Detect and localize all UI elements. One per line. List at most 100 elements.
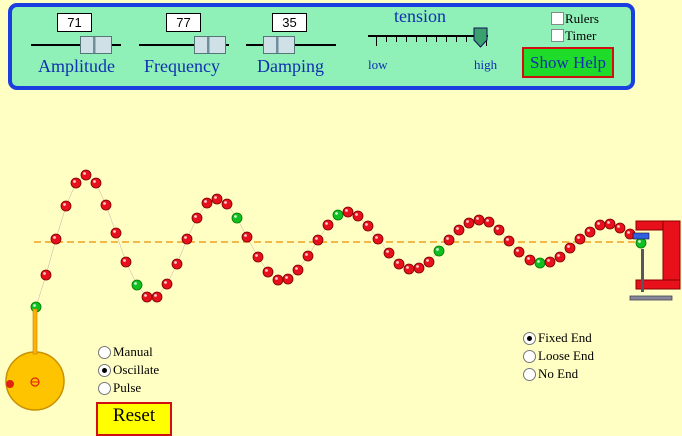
tension-tick	[396, 37, 397, 42]
string-bead[interactable]	[574, 233, 586, 245]
wave-canvas	[5, 169, 681, 411]
string-bead[interactable]	[50, 233, 62, 245]
string-bead[interactable]	[564, 242, 576, 254]
string-bead[interactable]	[241, 231, 253, 243]
string-bead[interactable]	[302, 250, 314, 262]
string-bead[interactable]	[383, 247, 395, 259]
string-bead[interactable]	[513, 246, 525, 258]
bead-highlight	[194, 215, 197, 218]
string-bead[interactable]	[544, 256, 556, 268]
bead-highlight	[375, 236, 378, 239]
amplitude-label: Amplitude	[38, 56, 115, 76]
amplitude-value[interactable]: 71	[57, 13, 92, 32]
rulers-checkbox[interactable]	[551, 12, 564, 25]
string-bead[interactable]	[423, 256, 435, 268]
string-bead[interactable]	[282, 273, 294, 285]
string-bead[interactable]	[352, 210, 364, 222]
string-bead[interactable]	[252, 251, 264, 263]
string-bead[interactable]	[272, 274, 284, 286]
string-bead-marker[interactable]	[231, 212, 243, 224]
string-bead[interactable]	[594, 219, 606, 231]
string-bead[interactable]	[191, 212, 203, 224]
string-bead[interactable]	[403, 263, 415, 275]
pulse-radio[interactable]	[98, 382, 111, 395]
string-bead[interactable]	[362, 220, 374, 232]
string-bead[interactable]	[453, 224, 465, 236]
string-bead[interactable]	[80, 169, 92, 181]
string-bead[interactable]	[322, 219, 334, 231]
string-bead-marker[interactable]	[534, 257, 546, 269]
bead-highlight	[355, 213, 358, 216]
tension-tick	[376, 37, 377, 46]
amplitude-track	[31, 44, 121, 46]
string-bead[interactable]	[604, 218, 616, 230]
bead-highlight	[617, 225, 620, 228]
bead-highlight	[244, 234, 247, 237]
string-bead[interactable]	[100, 199, 112, 211]
string-bead[interactable]	[413, 262, 425, 274]
string-bead[interactable]	[614, 222, 626, 234]
damping-slider-thumb[interactable]	[263, 36, 295, 54]
string-bead[interactable]	[292, 264, 304, 276]
string-bead[interactable]	[524, 254, 536, 266]
damping-value[interactable]: 35	[272, 13, 307, 32]
string-bead[interactable]	[161, 278, 173, 290]
string-bead[interactable]	[60, 200, 72, 212]
string-bead[interactable]	[312, 234, 324, 246]
reset-button[interactable]: Reset	[96, 402, 172, 436]
string-bead[interactable]	[110, 227, 122, 239]
amplitude-slider-thumb[interactable]	[80, 36, 112, 54]
no-end-radio[interactable]	[523, 368, 536, 381]
string-bead-marker[interactable]	[635, 237, 647, 249]
bead-highlight	[315, 237, 318, 240]
bead-highlight	[365, 223, 368, 226]
frequency-track	[139, 44, 229, 46]
manual-radio[interactable]	[98, 346, 111, 359]
frequency-label: Frequency	[144, 56, 220, 76]
string-bead[interactable]	[201, 197, 213, 209]
loose-end-radio[interactable]	[523, 350, 536, 363]
string-bead-marker[interactable]	[332, 209, 344, 221]
string-bead[interactable]	[211, 193, 223, 205]
string-bead[interactable]	[393, 258, 405, 270]
oscillate-radio[interactable]	[98, 364, 111, 377]
bead-highlight	[466, 220, 469, 223]
bead-highlight	[627, 231, 630, 234]
string-bead[interactable]	[171, 258, 183, 270]
string-bead[interactable]	[554, 251, 566, 263]
frequency-slider-thumb[interactable]	[194, 36, 226, 54]
string-bead[interactable]	[141, 291, 153, 303]
timer-checkbox[interactable]	[551, 29, 564, 42]
bead-highlight	[335, 212, 338, 215]
string-bead-marker[interactable]	[433, 245, 445, 257]
string-bead[interactable]	[503, 235, 515, 247]
bead-highlight	[638, 240, 641, 243]
bead-highlight	[144, 294, 147, 297]
string-bead[interactable]	[221, 198, 233, 210]
string-bead[interactable]	[493, 224, 505, 236]
bead-highlight	[496, 227, 499, 230]
string-bead[interactable]	[463, 217, 475, 229]
tension-slider-thumb[interactable]	[473, 27, 489, 49]
string-bead[interactable]	[120, 256, 132, 268]
string-bead-marker[interactable]	[131, 279, 143, 291]
string-bead[interactable]	[90, 177, 102, 189]
frequency-value[interactable]: 77	[166, 13, 201, 32]
string-bead[interactable]	[443, 234, 455, 246]
bead-highlight	[587, 229, 590, 232]
show-help-button[interactable]: Show Help	[522, 47, 614, 78]
string-bead[interactable]	[151, 291, 163, 303]
fixed-end-radio[interactable]	[523, 332, 536, 345]
oscillator-wheel[interactable]	[5, 308, 65, 411]
tension-tick	[386, 37, 387, 42]
string-bead[interactable]	[483, 216, 495, 228]
string-bead[interactable]	[342, 206, 354, 218]
string-bead[interactable]	[181, 233, 193, 245]
string-bead[interactable]	[262, 266, 274, 278]
string-bead[interactable]	[70, 177, 82, 189]
string-bead[interactable]	[473, 214, 485, 226]
string-bead[interactable]	[40, 269, 52, 281]
string-bead[interactable]	[372, 233, 384, 245]
string-bead[interactable]	[584, 226, 596, 238]
loose-end-label: Loose End	[538, 348, 594, 363]
